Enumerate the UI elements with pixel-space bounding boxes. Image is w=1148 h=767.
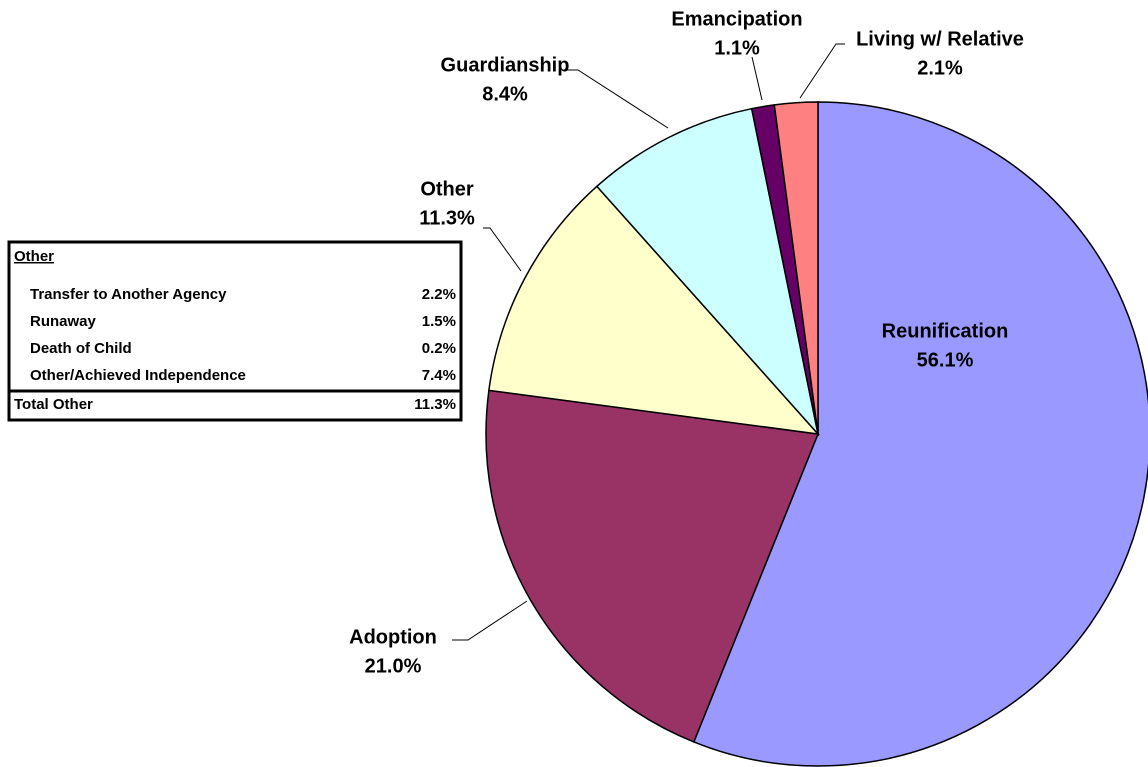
table-title: Other <box>14 248 54 265</box>
slice-label: Guardianship <box>441 54 570 76</box>
pie <box>485 101 1148 767</box>
table-cell: Death of Child <box>30 340 132 357</box>
table-cell: Runaway <box>30 313 97 330</box>
table-cell: 1.5% <box>422 313 456 330</box>
table-cell: Other/Achieved Independence <box>30 367 246 384</box>
slice-value: 2.1% <box>917 57 963 79</box>
slice-label: Adoption <box>349 626 437 648</box>
slice-label: Emancipation <box>671 8 802 30</box>
table-border <box>7 240 463 422</box>
pie-slice <box>692 101 1148 767</box>
leader-line <box>483 227 522 272</box>
leader-line <box>799 43 845 99</box>
table-cell: Transfer to Another Agency <box>30 286 227 303</box>
slice-label: Other <box>420 178 474 200</box>
slice-label: Living w/ Relative <box>856 28 1024 50</box>
leader-line <box>566 69 669 129</box>
leader-lines <box>452 43 845 641</box>
slice-value: 11.3% <box>419 207 475 229</box>
slice-value: 56.1% <box>917 349 974 371</box>
inset-table: Other Transfer to Another Agency 2.2% Ru… <box>7 240 463 422</box>
slice-value: 8.4% <box>482 83 528 105</box>
slice-label: Reunification <box>882 320 1009 342</box>
table-total: Total Other <box>14 396 93 413</box>
leader-line <box>751 56 763 101</box>
pie-slice <box>485 389 820 743</box>
slice-value: 1.1% <box>714 37 760 59</box>
leader-line <box>452 600 528 641</box>
pie-slice <box>595 107 820 437</box>
slice-value: 21.0% <box>365 655 422 677</box>
pie-slice <box>773 101 819 435</box>
table-cell: 2.2% <box>422 286 456 303</box>
pie-slice <box>488 185 820 436</box>
table-total: 11.3% <box>414 396 456 413</box>
table-cell: 0.2% <box>422 340 456 357</box>
table-cell: 7.4% <box>422 367 456 384</box>
